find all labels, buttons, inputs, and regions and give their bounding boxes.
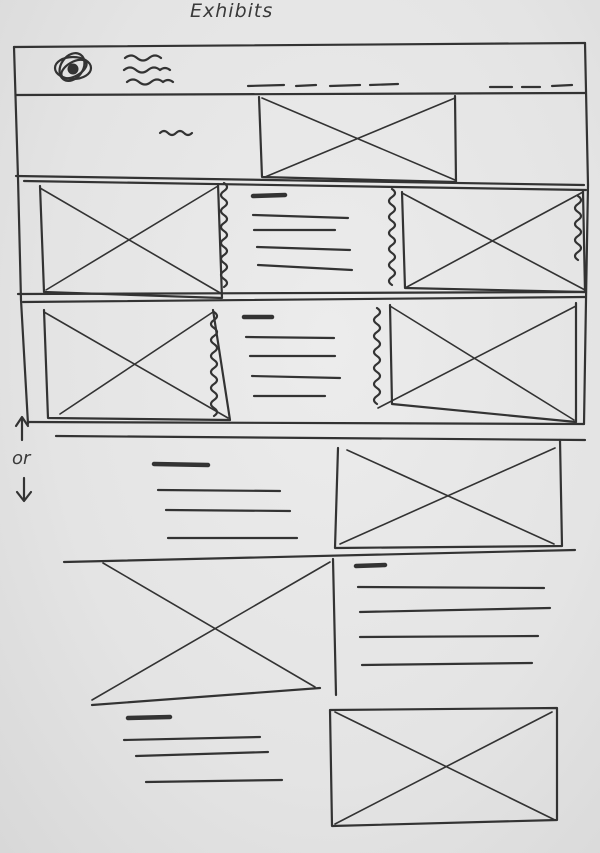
divider-squiggle — [372, 306, 382, 406]
divider-squiggle — [219, 181, 229, 289]
divider-squiggle — [573, 194, 583, 262]
alt-row-3 — [122, 706, 559, 828]
alt-row-2 — [90, 557, 552, 707]
header-bar — [14, 52, 587, 97]
row1-image-left — [38, 182, 224, 300]
row2-text-block — [241, 314, 342, 398]
alt1-text-block — [151, 461, 299, 540]
down-arrow-icon — [15, 476, 33, 503]
page-frame — [12, 41, 590, 426]
divider-squiggle — [209, 310, 219, 418]
row2-image-right — [377, 301, 578, 424]
alt2-image-placeholder — [90, 557, 338, 707]
divider-squiggle — [387, 187, 397, 287]
up-arrow-icon — [14, 415, 30, 442]
alt1-image-placeholder — [333, 438, 564, 550]
alt2-text-block — [353, 562, 552, 667]
brand-wordmark-scribble — [122, 54, 175, 86]
nav-links[interactable] — [246, 82, 574, 89]
hero-section — [14, 94, 588, 192]
row1-text-block — [250, 192, 354, 272]
page-title: Exhibits — [190, 0, 274, 22]
alt-row-1 — [62, 438, 577, 564]
or-note: or — [12, 448, 31, 469]
exhibit-row-2 — [26, 301, 587, 442]
row1-image-right — [400, 189, 587, 294]
exhibit-row-1 — [16, 181, 588, 304]
row2-image-left — [42, 308, 232, 422]
alt3-image-placeholder — [328, 706, 559, 828]
hero-heading-scribble — [158, 129, 194, 137]
scribble-logo-icon — [53, 52, 93, 82]
alt3-text-block — [122, 714, 284, 784]
hero-image-placeholder — [257, 94, 458, 184]
